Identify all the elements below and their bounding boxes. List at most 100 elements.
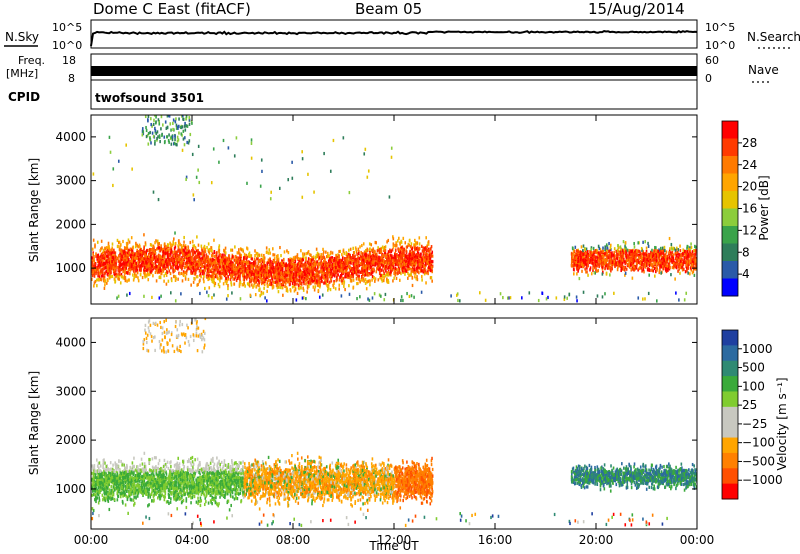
power-echo [375,241,377,245]
power-echo [162,247,165,251]
power-echo [130,254,133,258]
power-echo [241,269,244,274]
power-echo [392,235,394,239]
power-echo [306,280,309,284]
power-echo [224,251,227,255]
power-echo [312,276,315,280]
power-echo [254,293,257,297]
power-echo [304,263,306,267]
power-echo [405,261,407,266]
power-echo [409,253,411,257]
power-echo [400,271,402,276]
power-echo [230,248,232,252]
power-echo [235,258,237,262]
power-echo [201,249,203,253]
power-echo [309,258,312,262]
power-echo [306,290,308,294]
power-echo [232,277,235,281]
power-echo [359,254,362,258]
power-echo [339,269,341,273]
power-echo [273,280,276,284]
power-echo [367,264,369,268]
power-echo [172,240,174,244]
power-echo [348,255,351,259]
power-echo [171,250,174,254]
power-echo [191,267,193,271]
power-echo [127,263,129,267]
power-echo [302,255,305,259]
power-echo [227,277,230,281]
power-echo [254,264,257,268]
power-echo [169,253,172,257]
power-echo [253,263,255,267]
power-echo [259,294,261,298]
power-echo [333,258,336,263]
power-echo [599,248,602,252]
power-echo [418,265,420,269]
power-echo [231,255,234,259]
power-echo [379,256,382,260]
power-echo [252,262,254,267]
power-echo [348,275,350,279]
power-echo [426,260,428,264]
power-echo [237,271,240,276]
power-echo [410,267,413,272]
power-echo [414,242,417,247]
power-echo [270,273,273,277]
power-echo [187,266,189,270]
power-echo [349,266,352,270]
power-echo [243,252,246,256]
power-echo [260,253,263,257]
power-echo [168,260,170,264]
power-echo [150,259,153,263]
power-echo [388,253,390,258]
power-echo [156,269,158,273]
power-echo [349,273,351,278]
power-echo [647,241,649,246]
power-echo [393,260,396,264]
power-echo [121,257,124,261]
power-echo [306,251,309,255]
power-echo [195,249,198,253]
power-echo [292,272,295,276]
power-echo [152,256,155,260]
power-echo [420,266,422,271]
power-echo [91,260,94,264]
power-echo [235,278,238,283]
power-echo [147,262,150,266]
power-echo [106,281,108,285]
power-echo [418,236,421,240]
power-echo [163,264,165,269]
power-echo [194,261,197,265]
power-echo [371,270,374,274]
power-echo [268,274,270,278]
power-echo [276,262,279,267]
power-echo [404,259,406,263]
power-echo [219,254,222,258]
power-echo [202,264,204,268]
power-echo [208,277,211,281]
power-echo [188,262,191,266]
power-echo [336,273,338,278]
power-echo [134,258,137,262]
power-echo [275,254,278,259]
power-echo [327,283,330,287]
power-echo [237,269,240,273]
power-echo [149,270,152,274]
power-echo [238,284,241,288]
power-echo [282,277,285,281]
power-echo [117,240,120,245]
power-echo [177,258,180,262]
power-echo [127,249,129,253]
power-echo [421,249,424,253]
power-echo [414,275,416,279]
power-echo [204,260,206,265]
power-echo [404,264,406,268]
power-echo [382,273,384,278]
power-echo [146,248,148,253]
power-echo [246,264,249,269]
power-echo [226,258,228,262]
power-echo [178,252,181,256]
power-echo [370,262,372,266]
power-echo [174,275,177,279]
